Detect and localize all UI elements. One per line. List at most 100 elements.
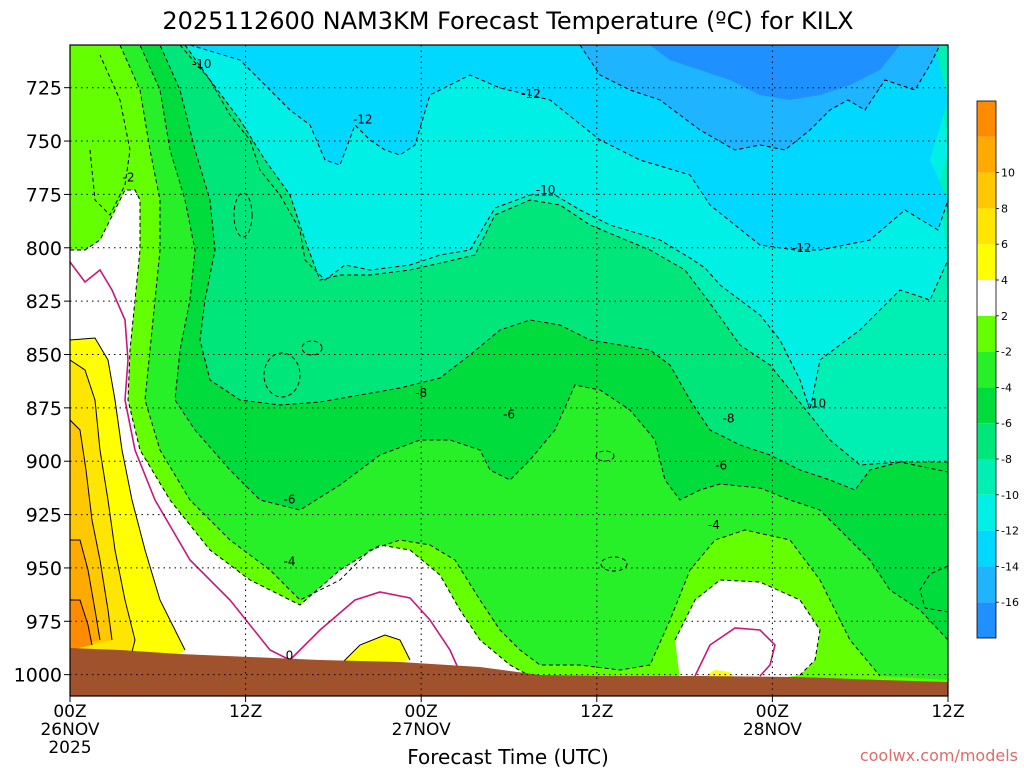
contour-plus-2-middle xyxy=(339,634,411,666)
band-plus-10 xyxy=(70,600,92,650)
contour-label: -12 xyxy=(521,87,541,101)
contour-minus-12 xyxy=(179,45,948,412)
y-tick-label: 725 xyxy=(26,78,62,100)
colorbar-label: -14 xyxy=(1001,560,1019,573)
chart-title: 2025112600 NAM3KM Forecast Temperature (… xyxy=(162,7,853,35)
x-tick-label: 00Z xyxy=(405,702,438,722)
contour-plus-2 xyxy=(70,337,186,651)
plot-frame xyxy=(69,44,949,697)
contour-plus-4 xyxy=(70,359,136,661)
contour-minus-2 xyxy=(70,189,531,677)
colorbar-label: 2 xyxy=(1001,310,1008,323)
zero-contour xyxy=(70,261,776,677)
contour-island-upper xyxy=(301,340,323,356)
y-tick-label: 900 xyxy=(26,451,62,473)
grid-horizontal xyxy=(70,87,948,676)
plot-area: -10 -12 -12 -2 -10 -12 -8 -6 -8 -10 -6 -6 -4 -4 0 xyxy=(70,45,948,696)
contour-label: -2 xyxy=(123,170,135,184)
colorbar-label: -10 xyxy=(1001,489,1019,502)
contour-label: -8 xyxy=(723,412,735,426)
contour-label: 0 xyxy=(286,648,294,662)
colorbar-frame xyxy=(976,100,997,639)
contour-plus-8 xyxy=(70,539,101,641)
contour-minus-4 xyxy=(90,45,881,677)
colorbar-label: -16 xyxy=(1001,596,1019,609)
contour-minus-6 xyxy=(120,45,948,641)
contour-minus-10 xyxy=(150,45,948,473)
colorbar-segment xyxy=(977,208,996,245)
colorbar-label: -8 xyxy=(1001,453,1012,466)
colorbar-label: 8 xyxy=(1001,202,1008,215)
x-tick-label: 27NOV xyxy=(392,720,451,740)
x-tick-label: 00Z xyxy=(756,702,789,722)
colorbar-segment xyxy=(977,566,996,603)
colorbar-label: -4 xyxy=(1001,381,1012,394)
band-zero-right xyxy=(675,580,820,680)
contour-labels: -10 -12 -12 -2 -10 -12 -8 -6 -8 -10 -6 -6 -4 -4 0 xyxy=(123,57,827,662)
contour-label: -10 xyxy=(536,183,556,197)
credit-text: coolwx.com/models xyxy=(860,746,1018,765)
x-tick-label: 12Z xyxy=(931,702,964,722)
contour-minus-16 xyxy=(579,45,941,151)
band-plus-2-right xyxy=(705,670,735,678)
contour-plus-6 xyxy=(70,419,113,641)
band-plus-2-middle xyxy=(340,635,410,665)
contour-island-left xyxy=(233,192,253,238)
contour-label: -6 xyxy=(715,458,727,472)
contour-label: -6 xyxy=(503,407,515,421)
contour-label: -12 xyxy=(353,113,373,127)
warm-contours xyxy=(70,337,411,666)
contour-lines xyxy=(70,45,948,677)
contour-label: -10 xyxy=(806,397,826,411)
contour-label: -4 xyxy=(708,518,720,532)
contour-label: -10 xyxy=(192,57,212,71)
contour-warm-edge xyxy=(919,565,948,613)
zero-contour-left xyxy=(70,261,291,661)
band-minus-18 xyxy=(650,45,900,100)
colorbar-segment xyxy=(977,280,996,316)
y-tick-label: 975 xyxy=(26,611,62,633)
y-tick-label: 875 xyxy=(26,398,62,420)
y-tick-label: 825 xyxy=(26,291,62,313)
grid-vertical xyxy=(245,45,773,696)
colorbar-label: -6 xyxy=(1001,417,1012,430)
contour-plus-10 xyxy=(70,599,93,646)
y-tick-label: 800 xyxy=(26,238,62,260)
colorbar-segment xyxy=(977,244,996,280)
band-minus-4 xyxy=(70,45,948,696)
colorbar-segment xyxy=(977,494,996,531)
y-tick-label: 775 xyxy=(26,184,62,206)
colorbar-segment xyxy=(977,136,996,173)
x-tick-label: 12Z xyxy=(580,702,613,722)
contour-minus-8 xyxy=(140,45,948,491)
colorbar-segment xyxy=(977,602,996,638)
x-tick-label: 26NOV xyxy=(40,720,99,740)
y-axis: 725 750 775 800 825 850 875 900 925 950 975 1000 xyxy=(14,78,70,687)
contour-minus-2-top xyxy=(89,54,131,216)
colorbar-segment xyxy=(977,172,996,209)
colorbar-segment xyxy=(977,530,996,567)
colorbar-segment xyxy=(977,351,996,388)
contour-label: -12 xyxy=(792,241,812,255)
colorbar-segment xyxy=(977,459,996,495)
x-tick-label: 2025 xyxy=(48,738,91,758)
y-tick-label: 925 xyxy=(26,505,62,527)
contour-label: -4 xyxy=(284,555,296,569)
y-tick-label: 750 xyxy=(26,131,62,153)
colorbar-label: -12 xyxy=(1001,525,1019,538)
contour-island-right xyxy=(600,556,628,572)
y-tick-label: 850 xyxy=(26,344,62,366)
band-zero xyxy=(70,190,530,696)
colorbar-label: 6 xyxy=(1001,238,1008,251)
colorbar: -16 -14 -12 -10 -8 -6 -4 -2 2 4 6 8 10 xyxy=(976,100,1019,639)
x-tick-label: 12Z xyxy=(229,702,262,722)
colorbar-label: 10 xyxy=(1001,167,1015,180)
y-tick-label: 1000 xyxy=(14,665,62,687)
contour-label: -8 xyxy=(415,386,427,400)
zero-contour-right xyxy=(694,627,776,677)
x-axis-label: Forecast Time (UTC) xyxy=(407,745,609,768)
contour-island-mid xyxy=(595,450,615,462)
colorbar-segment xyxy=(977,315,996,352)
